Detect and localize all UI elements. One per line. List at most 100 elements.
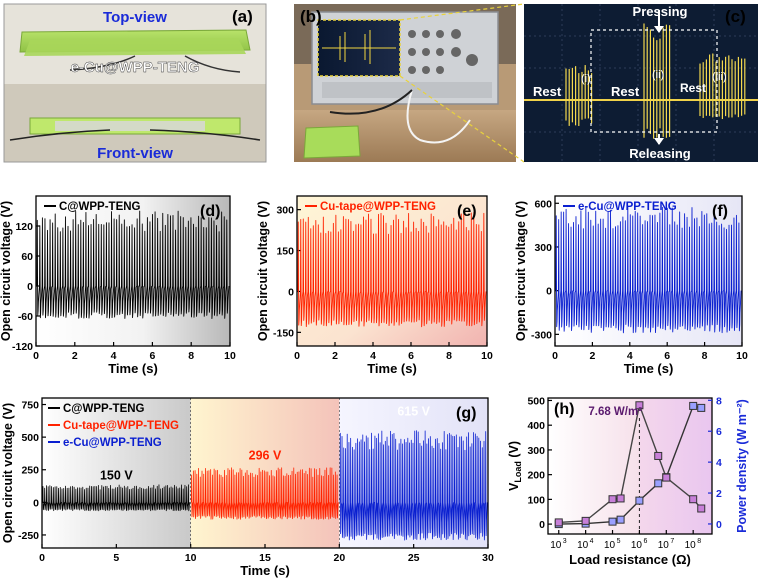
plot-frame: [547, 397, 713, 535]
panel-a-photo: Top-view e-Cu@WPP-TENG Front-view (a): [3, 3, 267, 163]
power-marker: [581, 516, 590, 525]
power-marker: [697, 504, 706, 513]
y-tick-label: 100: [527, 494, 545, 506]
x-tick-label: 6: [149, 350, 155, 362]
x-tick-base: 10: [685, 540, 697, 551]
peak-annotation-2: 615 V: [397, 405, 430, 419]
plot-frame: [296, 195, 488, 347]
x-tick-label: 10: [736, 350, 748, 362]
legend-label: C@WPP-TENG: [59, 201, 141, 213]
front-view-label: Front-view: [97, 145, 173, 162]
panel-label-d: (d): [200, 203, 220, 220]
panel-b-label: (b): [300, 7, 322, 26]
y-tick-label: 500: [21, 432, 39, 444]
chart-d: -120 -60 0 60 120 0 2 4 6 8 10 Time (s) Open circuit…: [0, 195, 236, 376]
y-tick-label: 500: [527, 395, 545, 407]
y-tick-label: 120: [15, 221, 33, 233]
x-tick-label: 8: [702, 350, 708, 362]
x-tick-label: 20: [333, 552, 345, 564]
y2-tick-label: 0: [716, 519, 722, 531]
x-tick-label: 10: [481, 350, 493, 362]
y-tick-label: 200: [527, 470, 545, 482]
panel-label-e: (e): [457, 203, 477, 220]
y2-tick-label: 2: [716, 488, 722, 500]
x-tick-base: 10: [577, 540, 589, 551]
y-tick-label: -300: [531, 329, 552, 341]
x-tick-label: 6: [664, 350, 670, 362]
legend-label: e-Cu@WPP-TENG: [578, 201, 677, 213]
x-tick-label: 25: [408, 552, 420, 564]
y-axis-label: VLoad (V): [507, 441, 523, 491]
panel-label-h: (h): [554, 401, 574, 418]
panel-label-f: (f): [712, 203, 728, 220]
x-tick-label: 15: [259, 552, 271, 564]
y-axis-label: Open circuit voltage (V): [514, 201, 528, 341]
y-tick-label: 150: [276, 246, 294, 258]
x-tick-label: 0: [33, 350, 39, 362]
x-tick-label: 2: [72, 350, 78, 362]
power-marker: [689, 495, 698, 504]
series-line-f: [555, 205, 742, 334]
voltage-marker: [608, 517, 617, 526]
plot-frame: [35, 195, 231, 347]
x-tick-label: 4: [111, 350, 117, 362]
power-marker: [635, 401, 644, 410]
series-line-0: [42, 484, 191, 512]
y-axis-label: Open circuit voltage (V): [256, 201, 270, 341]
burst-ii-label: (ii): [652, 69, 664, 81]
y-tick-label: 400: [527, 420, 545, 432]
x-tick-label: 10: [185, 552, 197, 564]
y2-tick-label: 4: [716, 457, 722, 469]
y-tick-label: 750: [21, 400, 39, 412]
plot-background-left: [548, 398, 640, 534]
rest-label-2: Rest: [611, 84, 640, 99]
series-line-d: [36, 210, 230, 319]
x-axis-label: Time (s): [367, 361, 417, 376]
x-tick-label: 5: [113, 552, 119, 564]
x-tick-label: 4: [627, 350, 633, 362]
x-tick-exp: 6: [643, 538, 647, 545]
series-line-e: [297, 212, 487, 328]
y-tick-label: -60: [18, 311, 33, 323]
y-tick-label: -250: [18, 530, 39, 542]
panel-label-g: (g): [456, 405, 476, 422]
voltage-marker: [697, 403, 706, 412]
voltage-marker: [616, 515, 625, 524]
peak-power-annotation: 7.68 W/m²: [588, 406, 642, 418]
top-view-label: Top-view: [103, 9, 167, 26]
x-tick-label: 8: [446, 350, 452, 362]
device-label: e-Cu@WPP-TENG: [71, 59, 200, 76]
y2-axis-label: Power density (W m⁻²): [735, 399, 749, 533]
x-tick-label: 0: [294, 350, 300, 362]
x-tick-label: 10: [224, 350, 236, 362]
rest-label-3: Rest: [680, 81, 706, 95]
x-tick-base: 10: [604, 540, 616, 551]
power-marker: [654, 451, 663, 460]
x-tick-label: 8: [188, 350, 194, 362]
y-axis-label-unit: (V): [507, 441, 521, 461]
panel-c-photo: Pressing Releasing Rest Rest Rest (i) (i…: [524, 4, 758, 162]
x-axis-label: Time (s): [624, 361, 674, 376]
x-axis-label: Time (s): [108, 361, 158, 376]
voltage-marker: [689, 401, 698, 410]
x-tick-base: 10: [550, 540, 562, 551]
pressing-label: Pressing: [633, 4, 688, 19]
burst-i-label: (i): [581, 73, 591, 85]
x-tick-base: 10: [631, 540, 643, 551]
x-tick-label: 30: [482, 552, 494, 564]
y2-tick-label: 8: [716, 395, 722, 407]
plot-background-right: [639, 398, 712, 534]
x-tick-exp: 3: [563, 538, 567, 545]
power-marker: [662, 473, 671, 482]
x-tick-base: 10: [658, 540, 670, 551]
x-axis-label: Time (s): [240, 563, 290, 578]
y-tick-label: 0: [539, 519, 545, 531]
peak-annotation-1: 296 V: [249, 448, 282, 462]
y-axis-label: Open circuit voltage (V): [0, 201, 13, 341]
y-axis-label: Open circuit voltage (V): [1, 403, 15, 543]
power-marker: [554, 518, 563, 527]
releasing-label: Releasing: [629, 146, 690, 161]
y-axis-label-main: V: [507, 482, 521, 491]
